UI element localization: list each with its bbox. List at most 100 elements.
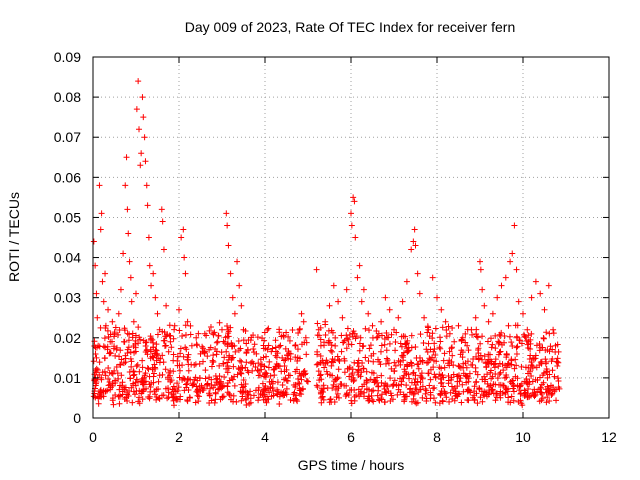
data-point bbox=[477, 394, 484, 401]
data-point bbox=[114, 370, 121, 377]
data-point bbox=[542, 360, 549, 367]
data-point bbox=[257, 390, 264, 397]
data-point bbox=[150, 354, 157, 361]
data-point bbox=[421, 314, 428, 321]
data-point bbox=[247, 388, 254, 395]
data-point bbox=[296, 326, 303, 333]
data-point bbox=[458, 399, 465, 406]
data-point bbox=[554, 375, 561, 382]
data-point bbox=[448, 383, 455, 390]
data-point bbox=[403, 340, 410, 347]
data-point bbox=[182, 322, 189, 329]
data-point bbox=[333, 394, 340, 401]
data-point bbox=[404, 349, 411, 356]
data-point bbox=[145, 234, 152, 241]
data-point bbox=[96, 359, 103, 366]
data-point bbox=[355, 363, 362, 370]
data-point bbox=[293, 366, 300, 373]
data-point bbox=[516, 337, 523, 344]
data-point bbox=[314, 320, 321, 327]
data-point bbox=[91, 376, 98, 383]
data-point bbox=[515, 398, 522, 405]
data-point bbox=[117, 382, 124, 389]
data-point bbox=[260, 387, 267, 394]
data-point bbox=[123, 154, 130, 161]
data-point bbox=[462, 339, 469, 346]
data-point bbox=[182, 270, 189, 277]
data-point bbox=[111, 330, 118, 337]
data-point bbox=[362, 325, 369, 332]
data-point bbox=[98, 210, 105, 217]
data-point bbox=[221, 374, 228, 381]
data-point bbox=[427, 376, 434, 383]
data-point bbox=[417, 379, 424, 386]
data-point bbox=[136, 394, 143, 401]
data-point bbox=[292, 342, 299, 349]
data-point bbox=[401, 349, 408, 356]
data-point bbox=[105, 306, 112, 313]
data-point bbox=[524, 341, 531, 348]
data-point bbox=[164, 374, 171, 381]
data-point bbox=[332, 334, 339, 341]
data-point bbox=[525, 370, 532, 377]
data-point bbox=[135, 78, 142, 85]
data-point bbox=[219, 383, 226, 390]
data-point bbox=[550, 326, 557, 333]
data-point bbox=[485, 383, 492, 390]
data-point bbox=[425, 340, 432, 347]
data-point bbox=[411, 226, 418, 233]
data-point bbox=[126, 258, 133, 265]
data-point bbox=[414, 361, 421, 368]
data-point bbox=[120, 250, 127, 257]
data-point bbox=[469, 331, 476, 338]
data-point bbox=[168, 377, 175, 384]
data-point bbox=[348, 341, 355, 348]
y-tick-labels: 0 0.01 0.02 0.03 0.04 0.05 0.06 0.07 0.08 0.09 bbox=[54, 49, 81, 426]
data-point bbox=[489, 373, 496, 380]
data-point bbox=[512, 356, 519, 363]
data-point bbox=[506, 333, 513, 340]
data-point bbox=[403, 278, 410, 285]
data-point bbox=[313, 266, 320, 273]
data-point bbox=[514, 343, 521, 350]
data-point bbox=[112, 392, 119, 399]
data-point bbox=[224, 333, 231, 340]
data-point bbox=[271, 372, 278, 379]
data-point bbox=[164, 395, 171, 402]
data-point bbox=[179, 376, 186, 383]
data-point bbox=[495, 351, 502, 358]
data-point bbox=[520, 310, 526, 317]
chart-title: Day 009 of 2023, Rate Of TEC Index for r… bbox=[185, 19, 515, 35]
data-point bbox=[184, 398, 191, 405]
data-point bbox=[423, 346, 430, 353]
data-point bbox=[532, 376, 539, 383]
data-point bbox=[387, 397, 394, 404]
data-point bbox=[272, 337, 279, 344]
data-point bbox=[116, 353, 123, 360]
data-point bbox=[429, 330, 436, 337]
data-point bbox=[215, 386, 222, 393]
data-point bbox=[201, 348, 208, 355]
data-point bbox=[358, 369, 365, 376]
data-point bbox=[212, 396, 219, 403]
data-point bbox=[163, 302, 170, 309]
data-point bbox=[448, 345, 455, 352]
data-point bbox=[423, 387, 430, 394]
data-point bbox=[201, 349, 208, 356]
data-point bbox=[188, 342, 195, 349]
data-point bbox=[472, 314, 479, 321]
data-point bbox=[343, 286, 350, 293]
data-point bbox=[494, 294, 501, 301]
data-point bbox=[360, 286, 367, 293]
data-point bbox=[510, 377, 517, 384]
data-point bbox=[106, 369, 113, 376]
data-point bbox=[285, 355, 292, 362]
data-point bbox=[134, 361, 141, 368]
data-point bbox=[179, 362, 186, 369]
data-point bbox=[513, 362, 520, 369]
data-point bbox=[106, 378, 113, 385]
data-point bbox=[548, 391, 555, 398]
data-point bbox=[370, 358, 377, 365]
data-point bbox=[383, 347, 390, 354]
data-point bbox=[228, 340, 235, 347]
